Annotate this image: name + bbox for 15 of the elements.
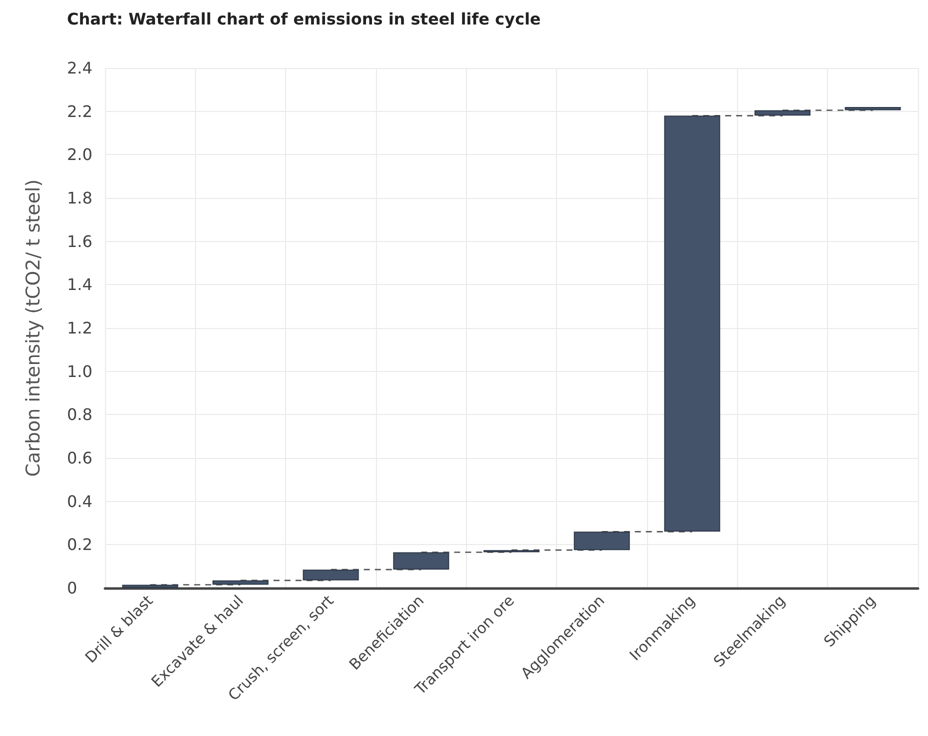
y-tick-label: 1.6 — [67, 232, 92, 251]
y-tick-label: 0.4 — [67, 492, 92, 511]
y-tick-label: 2.0 — [67, 145, 92, 164]
y-tick-label: 1.4 — [67, 275, 92, 294]
y-tick-label: 0 — [67, 578, 78, 598]
chart-title: Chart: Waterfall chart of emissions in steel life cycle — [67, 10, 541, 28]
y-tick-label: 0.2 — [67, 535, 92, 554]
y-tick-label: 1.2 — [67, 318, 92, 338]
y-tick-label: 0.8 — [67, 405, 92, 424]
y-tick-label: 1.0 — [67, 362, 92, 381]
y-axis-title: Carbon intensity (tCO2/ t steel) — [22, 179, 44, 477]
y-tick-label: 2.4 — [67, 58, 92, 78]
y-tick-label: 2.2 — [67, 102, 92, 121]
y-tick-label: 0.6 — [67, 448, 92, 468]
y-tick-label: 1.8 — [67, 188, 92, 208]
